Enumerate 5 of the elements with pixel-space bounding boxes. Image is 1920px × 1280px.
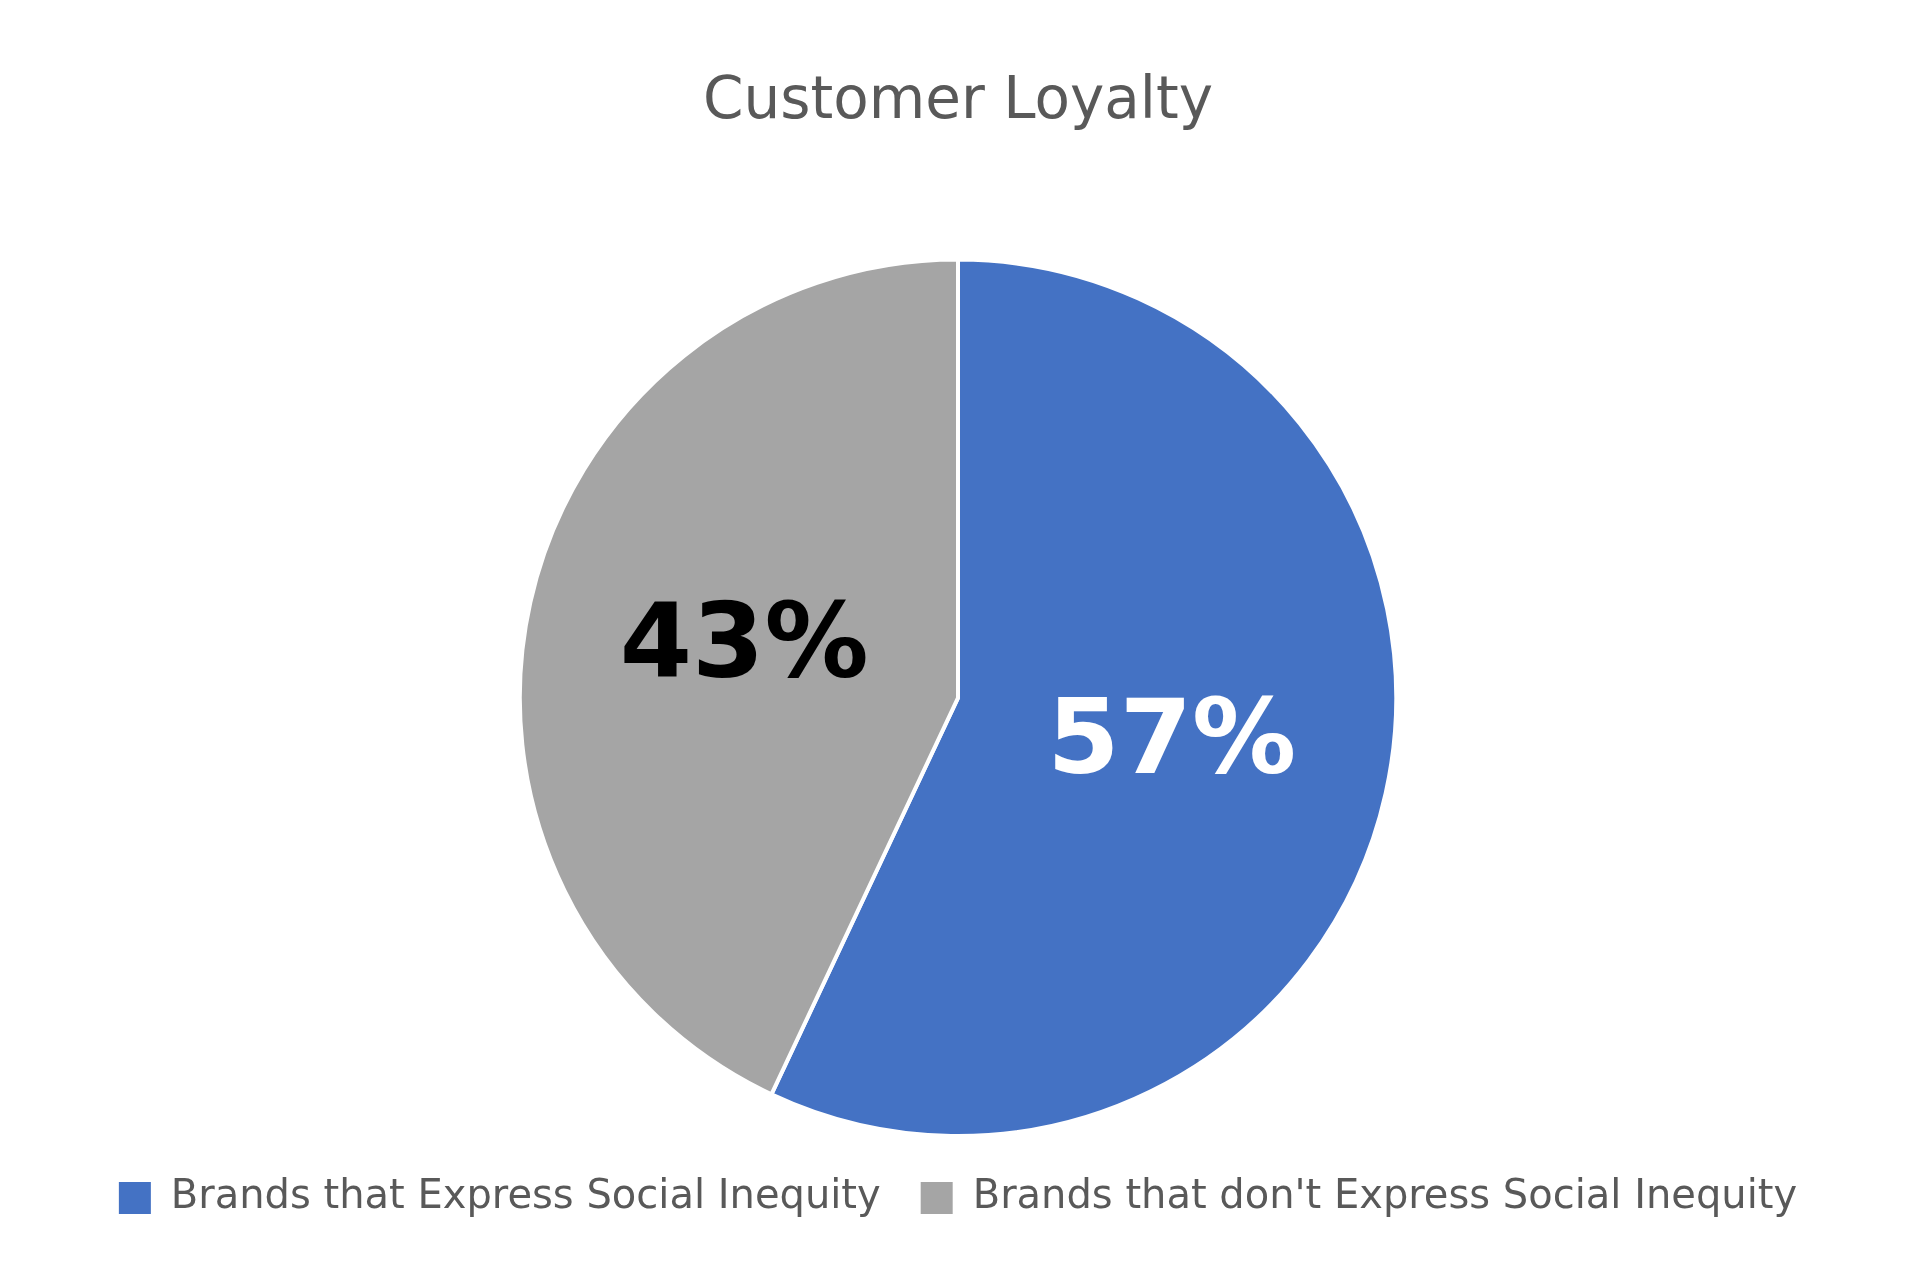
data-label: 43%	[619, 580, 869, 703]
chart-title: Customer Loyalty	[703, 63, 1213, 132]
legend-label: Brands that don't Express Social Inequity	[972, 1171, 1798, 1218]
data-label: 57%	[1047, 675, 1297, 798]
legend-label: Brands that Express Social Inequity	[170, 1171, 881, 1218]
